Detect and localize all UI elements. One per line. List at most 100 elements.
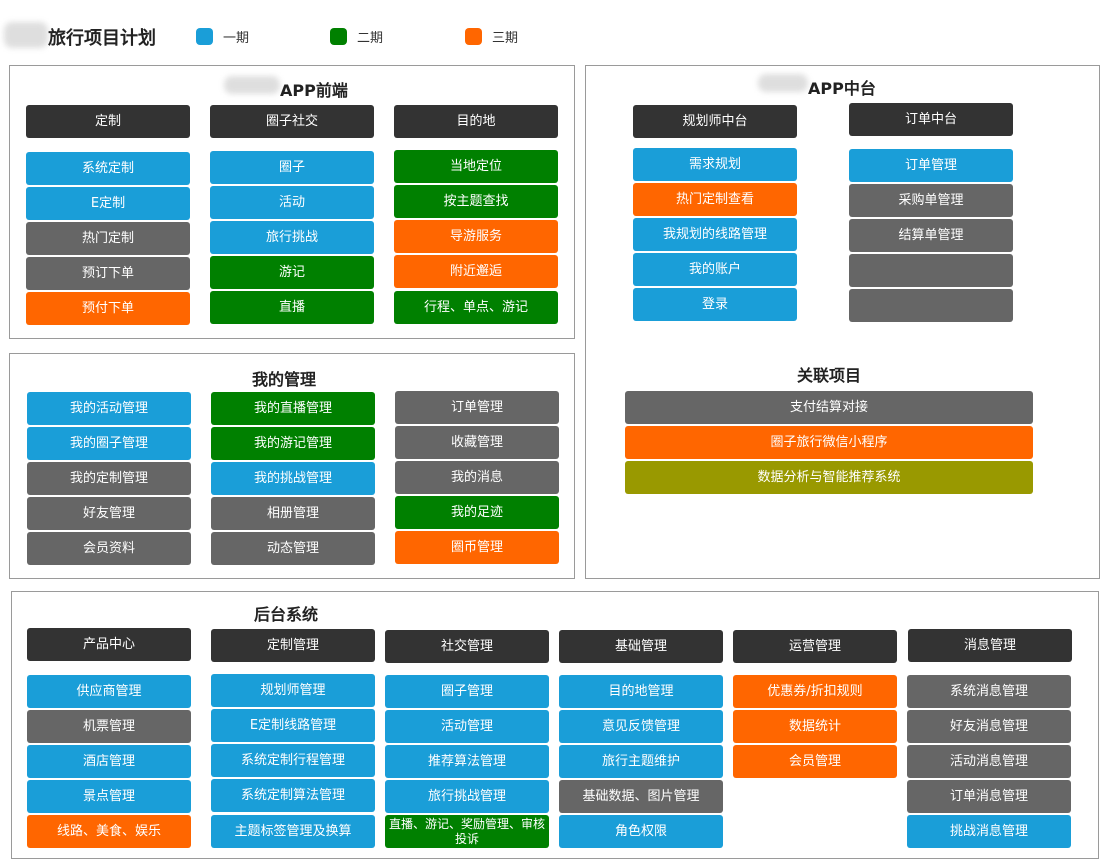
feature-item[interactable]: 圈子: [210, 151, 374, 184]
feature-item[interactable]: 我的活动管理: [27, 392, 191, 425]
feature-item[interactable]: 圈币管理: [395, 531, 559, 564]
feature-item-empty[interactable]: [849, 289, 1013, 322]
feature-item[interactable]: 我的游记管理: [211, 427, 375, 460]
feature-item[interactable]: 规划师管理: [211, 674, 375, 707]
feature-item[interactable]: 我的圈子管理: [27, 427, 191, 460]
legend-item-phase-3: 三期: [465, 26, 518, 46]
feature-item[interactable]: 旅行挑战: [210, 221, 374, 254]
column-header-custom-management[interactable]: 定制管理: [211, 629, 375, 662]
legend-swatch-green: [330, 27, 347, 45]
panel-title-my-management: 我的管理: [252, 370, 317, 389]
column-header-planner[interactable]: 规划师中台: [633, 105, 797, 138]
redacted-brand: [758, 74, 808, 92]
feature-item[interactable]: 收藏管理: [395, 426, 559, 459]
feature-item[interactable]: 系统消息管理: [907, 675, 1071, 708]
column-header-destination[interactable]: 目的地: [394, 105, 558, 138]
feature-item[interactable]: 相册管理: [211, 497, 375, 530]
feature-item[interactable]: 旅行主题维护: [559, 745, 723, 778]
feature-item[interactable]: 好友消息管理: [907, 710, 1071, 743]
legend-item-phase-1: 一期: [196, 26, 249, 46]
feature-item[interactable]: 我的挑战管理: [211, 462, 375, 495]
feature-item[interactable]: 机票管理: [27, 710, 191, 743]
panel-title-app-front: APP前端: [280, 81, 348, 100]
feature-item[interactable]: 圈子管理: [385, 675, 549, 708]
feature-item[interactable]: 热门定制: [26, 222, 190, 255]
feature-item[interactable]: E定制: [26, 187, 190, 220]
feature-item[interactable]: 我的消息: [395, 461, 559, 494]
feature-item[interactable]: 挑战消息管理: [907, 815, 1071, 848]
feature-item[interactable]: 当地定位: [394, 150, 558, 183]
legend-item-phase-2: 二期: [330, 26, 383, 46]
column-header-custom[interactable]: 定制: [26, 105, 190, 138]
feature-item[interactable]: 推荐算法管理: [385, 745, 549, 778]
feature-item[interactable]: 活动: [210, 186, 374, 219]
feature-item[interactable]: 预付下单: [26, 292, 190, 325]
feature-item[interactable]: 系统定制: [26, 152, 190, 185]
feature-item[interactable]: 会员资料: [27, 532, 191, 565]
panel-title-app-middle: APP中台: [808, 79, 876, 98]
feature-item[interactable]: 结算单管理: [849, 219, 1013, 252]
panel-app-middle: [585, 65, 1100, 579]
column-header-product-center[interactable]: 产品中心: [27, 628, 191, 661]
feature-item[interactable]: 主题标签管理及换算: [211, 815, 375, 848]
legend-label: 三期: [492, 30, 519, 46]
column-header-order[interactable]: 订单中台: [849, 103, 1013, 136]
feature-item[interactable]: 我规划的线路管理: [633, 218, 797, 251]
feature-item[interactable]: 附近邂逅: [394, 255, 558, 288]
feature-item[interactable]: 线路、美食、娱乐: [27, 815, 191, 848]
feature-item[interactable]: 供应商管理: [27, 675, 191, 708]
feature-item[interactable]: 活动消息管理: [907, 745, 1071, 778]
feature-item[interactable]: 订单管理: [849, 149, 1013, 182]
feature-item[interactable]: 我的账户: [633, 253, 797, 286]
feature-item[interactable]: 我的足迹: [395, 496, 559, 529]
page-title: 旅行项目计划: [48, 28, 156, 49]
legend-label: 二期: [357, 30, 384, 46]
feature-item[interactable]: 活动管理: [385, 710, 549, 743]
column-header-messages[interactable]: 消息管理: [908, 629, 1072, 662]
feature-item[interactable]: 意见反馈管理: [559, 710, 723, 743]
feature-item[interactable]: E定制线路管理: [211, 709, 375, 742]
feature-item[interactable]: 酒店管理: [27, 745, 191, 778]
feature-item[interactable]: 系统定制算法管理: [211, 779, 375, 812]
feature-item[interactable]: 采购单管理: [849, 184, 1013, 217]
feature-item[interactable]: 登录: [633, 288, 797, 321]
related-project-item[interactable]: 支付结算对接: [625, 391, 1033, 424]
feature-item[interactable]: 目的地管理: [559, 675, 723, 708]
feature-item[interactable]: 景点管理: [27, 780, 191, 813]
feature-item[interactable]: 直播、游记、奖励管理、审核投诉: [385, 815, 549, 848]
legend-swatch-orange: [465, 27, 482, 45]
feature-item[interactable]: 我的直播管理: [211, 392, 375, 425]
feature-item[interactable]: 预订下单: [26, 257, 190, 290]
feature-item[interactable]: 直播: [210, 291, 374, 324]
feature-item[interactable]: 优惠券/折扣规则: [733, 675, 897, 708]
related-project-item[interactable]: 数据分析与智能推荐系统: [625, 461, 1033, 494]
related-projects-title: 关联项目: [797, 366, 862, 385]
feature-item[interactable]: 订单管理: [395, 391, 559, 424]
feature-item[interactable]: 需求规划: [633, 148, 797, 181]
feature-item[interactable]: 热门定制查看: [633, 183, 797, 216]
redacted-logo: [4, 22, 48, 48]
feature-item[interactable]: 基础数据、图片管理: [559, 780, 723, 813]
feature-item-empty[interactable]: [849, 254, 1013, 287]
feature-item[interactable]: 数据统计: [733, 710, 897, 743]
legend-label: 一期: [223, 30, 250, 46]
related-project-item[interactable]: 圈子旅行微信小程序: [625, 426, 1033, 459]
legend-swatch-blue: [196, 27, 213, 45]
feature-item[interactable]: 我的定制管理: [27, 462, 191, 495]
feature-item[interactable]: 旅行挑战管理: [385, 780, 549, 813]
column-header-base-management[interactable]: 基础管理: [559, 630, 723, 663]
feature-item[interactable]: 导游服务: [394, 220, 558, 253]
column-header-social[interactable]: 圈子社交: [210, 105, 374, 138]
redacted-brand: [224, 76, 280, 94]
column-header-social-management[interactable]: 社交管理: [385, 630, 549, 663]
feature-item[interactable]: 游记: [210, 256, 374, 289]
feature-item[interactable]: 订单消息管理: [907, 780, 1071, 813]
feature-item[interactable]: 会员管理: [733, 745, 897, 778]
feature-item[interactable]: 好友管理: [27, 497, 191, 530]
column-header-operations[interactable]: 运营管理: [733, 630, 897, 663]
feature-item[interactable]: 系统定制行程管理: [211, 744, 375, 777]
feature-item[interactable]: 动态管理: [211, 532, 375, 565]
feature-item[interactable]: 行程、单点、游记: [394, 291, 558, 324]
feature-item[interactable]: 角色权限: [559, 815, 723, 848]
feature-item[interactable]: 按主题查找: [394, 185, 558, 218]
